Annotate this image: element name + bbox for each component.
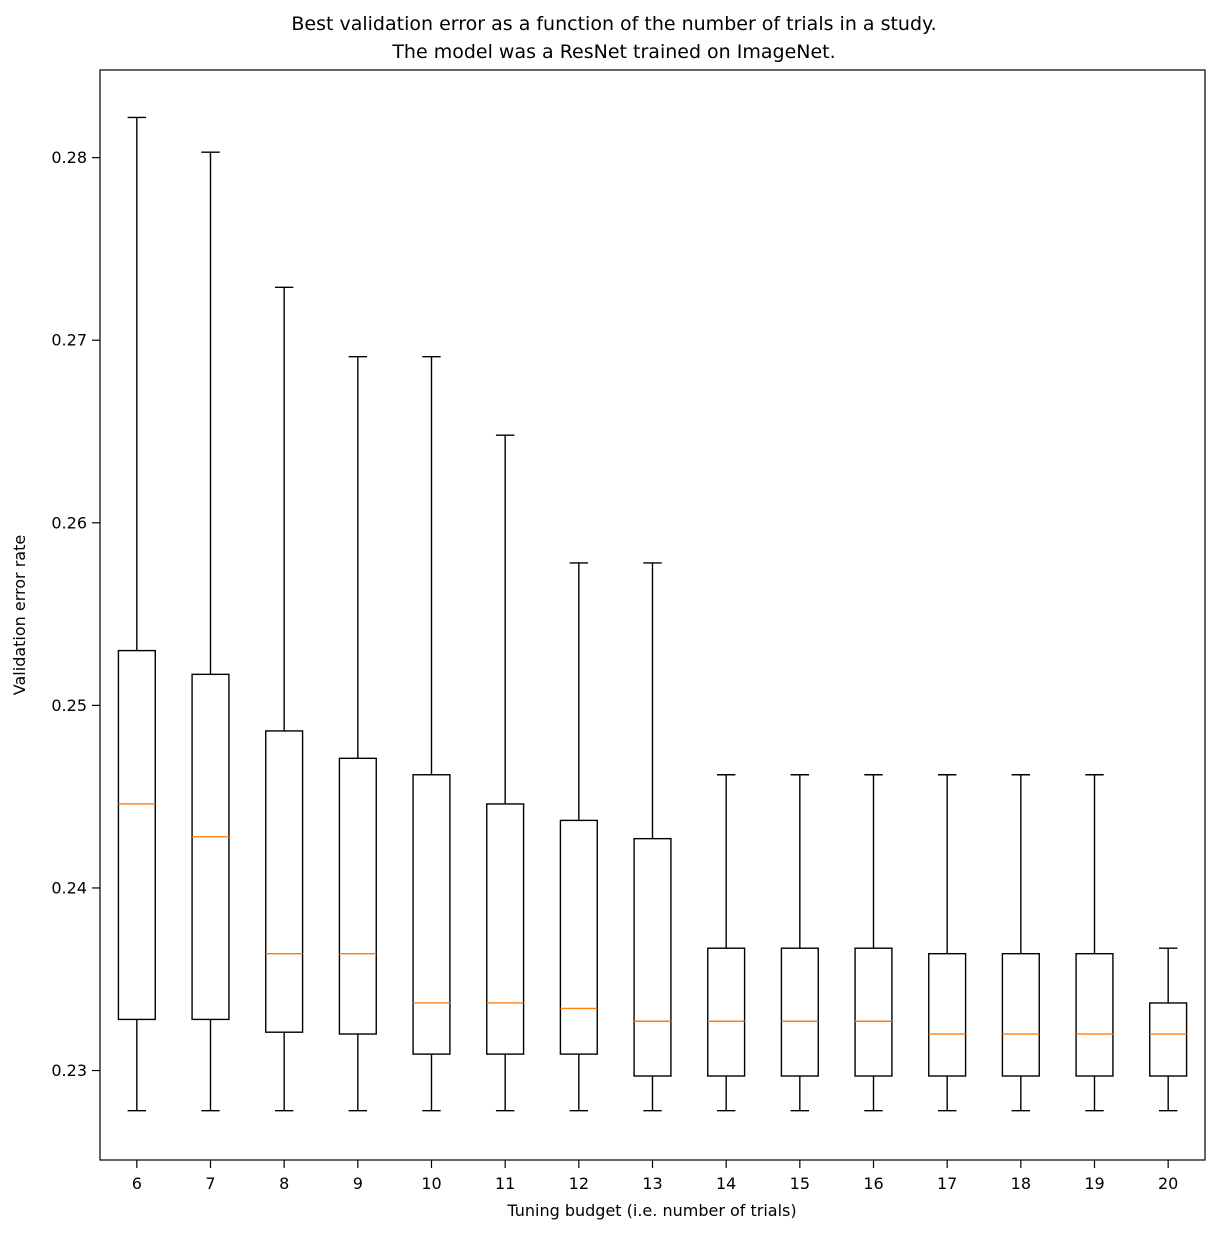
box-group-14: [707, 774, 746, 1112]
x-axis-label: Tuning budget (i.e. number of trials): [506, 1201, 796, 1220]
box-group-20: [1149, 947, 1188, 1112]
box-group-8: [265, 286, 304, 1112]
iqr-box: [854, 947, 893, 1077]
x-axis-tick-label: 18: [1011, 1174, 1031, 1193]
box-group-19: [1075, 774, 1114, 1112]
iqr-box: [780, 947, 819, 1077]
y-axis-tick-label: 0.28: [51, 148, 87, 167]
x-axis-tick-label: 9: [353, 1174, 363, 1193]
x-axis-tick-label: 16: [863, 1174, 883, 1193]
x-axis-tick-label: 11: [495, 1174, 515, 1193]
iqr-box: [928, 952, 967, 1077]
y-axis-tick-label: 0.27: [51, 331, 87, 350]
iqr-box: [559, 819, 598, 1055]
iqr-box: [412, 774, 451, 1055]
x-axis-tick-label: 20: [1158, 1174, 1178, 1193]
iqr-box: [486, 803, 525, 1055]
x-axis-tick-label: 7: [205, 1174, 215, 1193]
iqr-box: [191, 673, 230, 1021]
box-group-11: [486, 434, 525, 1112]
box-group-13: [633, 562, 672, 1112]
iqr-box: [707, 947, 746, 1077]
x-axis-tick-label: 6: [132, 1174, 142, 1193]
x-axis-tick-label: 15: [790, 1174, 810, 1193]
iqr-box: [1075, 952, 1114, 1077]
box-group-15: [780, 774, 819, 1112]
x-axis-tick-label: 19: [1084, 1174, 1104, 1193]
x-axis-tick-label: 8: [279, 1174, 289, 1193]
box-group-9: [338, 355, 377, 1112]
box-group-10: [412, 355, 451, 1112]
box-group-17: [928, 774, 967, 1112]
y-axis-tick-label: 0.26: [51, 513, 87, 532]
x-axis-tick-label: 14: [716, 1174, 736, 1193]
box-group-12: [559, 562, 598, 1112]
y-axis-label: Validation error rate: [10, 535, 29, 695]
iqr-box: [117, 649, 156, 1021]
plot-area: 0.23 0.24 0.25 0.26 0.27 0.28 6 7 8 9 10 11 12 13 14 15…: [51, 69, 1206, 1193]
x-axis-tick-label: 13: [642, 1174, 662, 1193]
box-group-6: [117, 116, 156, 1112]
x-axis-tick-label: 12: [569, 1174, 589, 1193]
y-axis-tick-label: 0.24: [51, 878, 87, 897]
iqr-box: [1149, 1002, 1188, 1077]
box-group-18: [1001, 774, 1040, 1112]
chart-title-line2: The model was a ResNet trained on ImageN…: [391, 41, 835, 63]
iqr-box: [265, 730, 304, 1033]
box-group-16: [854, 774, 893, 1112]
x-axis-tick-label: 10: [421, 1174, 441, 1193]
iqr-box: [338, 757, 377, 1035]
iqr-box: [633, 837, 672, 1077]
y-axis-tick-label: 0.25: [51, 696, 87, 715]
box-group-7: [191, 151, 230, 1112]
iqr-box: [1001, 952, 1040, 1077]
chart-title-line1: Best validation error as a function of t…: [291, 13, 936, 35]
y-axis-tick-label: 0.23: [51, 1061, 87, 1080]
x-axis-tick-label: 17: [937, 1174, 957, 1193]
